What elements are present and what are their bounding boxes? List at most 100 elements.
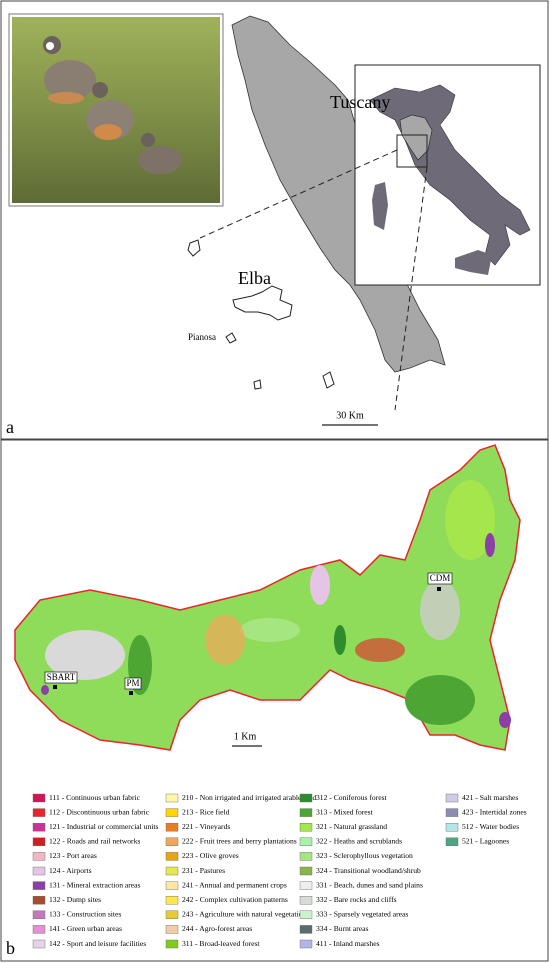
legend-label: 132 - Dump sites [49, 895, 101, 904]
legend-label: 221 - Vineyards [182, 822, 230, 831]
legend-swatch [165, 939, 179, 949]
legend-swatch [32, 910, 46, 919]
legend-label: 313 - Mixed forest [316, 807, 374, 816]
legend-swatch [165, 837, 179, 846]
legend-swatch [299, 823, 313, 832]
legend-label: 222 - Fruit trees and berry plantations [182, 837, 297, 846]
legend-label: 331 - Beach, dunes and sand plains [316, 880, 423, 889]
legend-label: 324 - Transitional woodland/shrub [316, 866, 421, 875]
legend-label: 323 - Sclerophyllous vegetation [316, 851, 413, 860]
land-cover-patches [41, 480, 511, 728]
site-marker [53, 685, 57, 689]
legend-swatch [165, 808, 179, 817]
legend-swatch [445, 808, 459, 817]
legend-label: 112 - Discontinuous urban fabric [49, 807, 150, 816]
legend-label: 332 - Bare rocks and cliffs [316, 895, 397, 904]
legend-swatch [165, 793, 179, 803]
legend: 111 - Continuous urban fabric 112 - Disco… [32, 793, 527, 949]
legend-label: 242 - Complex cultivation patterns [182, 895, 288, 904]
legend-label: 122 - Roads and rail networks [49, 837, 140, 846]
site-label: PM [126, 678, 139, 688]
island-label: Elba [238, 268, 271, 288]
legend-swatch [445, 793, 459, 803]
legend-swatch [32, 881, 46, 890]
legend-swatch [165, 925, 179, 934]
scale-label: 1 Km [234, 731, 257, 742]
legend-label: 333 - Sparsely vegetated areas [316, 910, 408, 919]
dashed-leader [394, 166, 428, 411]
legend-label: 111 - Continuous urban fabric [49, 793, 141, 802]
legend-label: 142 - Sport and leisure facilities [49, 939, 146, 948]
legend-label: 124 - Airports [49, 866, 92, 875]
legend-swatch [32, 837, 46, 846]
site-marker [129, 691, 133, 695]
legend-swatch [445, 823, 459, 832]
legend-swatch [32, 852, 46, 861]
legend-label: 231 - Pastures [182, 866, 225, 875]
legend-label: 411 - Inland marshes [316, 939, 380, 948]
dashed-leader [199, 149, 398, 239]
legend-swatch [32, 939, 46, 949]
legend-label: 133 - Construction sites [49, 910, 121, 919]
legend-swatch [32, 823, 46, 832]
legend-swatch [32, 896, 46, 905]
tuscany-inset [399, 114, 433, 161]
legend-label: 131 - Mineral extraction areas [49, 880, 141, 889]
legend-swatch [299, 808, 313, 817]
legend-swatch [165, 881, 179, 890]
site-label: CDM [430, 573, 451, 583]
legend-label: 243 - Agriculture with natural vegetatio… [182, 910, 306, 919]
legend-swatch [299, 793, 313, 803]
site-box [427, 572, 453, 585]
elba-outline [232, 285, 293, 321]
legend-swatch [32, 925, 46, 934]
legend-label: 321 - Natural grassland [316, 822, 387, 831]
legend-swatch [165, 823, 179, 832]
legend-label: 512 - Water bodies [462, 822, 519, 831]
legend-label: 322 - Heaths and scrublands [316, 837, 402, 846]
legend-label: 223 - Olive groves [182, 851, 239, 860]
island-outline [187, 239, 201, 257]
inset-box [396, 134, 428, 168]
legend-swatch [445, 837, 459, 846]
legend-swatch [299, 866, 313, 876]
scale-label: 30 Km [336, 410, 364, 421]
legend-swatch [32, 793, 46, 803]
legend-swatch [165, 896, 179, 905]
sardinia-map [372, 182, 388, 230]
legend-swatch [299, 910, 313, 919]
panel-label: a [6, 417, 14, 437]
legend-label: 244 - Agro-forest areas [182, 924, 252, 933]
sicily-map [455, 250, 492, 275]
island-label: Pianosa [188, 332, 216, 342]
legend-label: 210 - Non irrigated and irrigated arable… [182, 793, 317, 802]
legend-swatch [299, 925, 313, 934]
legend-label: 241 - Annual and permanent crops [182, 880, 287, 889]
legend-label: 123 - Port areas [49, 851, 97, 860]
legend-label: 213 - Rice field [182, 807, 230, 816]
region-label: Tuscany [330, 92, 390, 112]
legend-swatch [299, 896, 313, 905]
site-box [44, 671, 78, 684]
site-marker [437, 587, 441, 591]
site-label: SBART [47, 672, 76, 682]
legend-label: 334 - Burnt areas [316, 924, 369, 933]
legend-swatch [165, 866, 179, 876]
legend-label: 141 - Green urban areas [49, 924, 122, 933]
site-box [124, 677, 142, 690]
island-outline [253, 379, 262, 390]
legend-swatch [32, 808, 46, 817]
legend-swatch [32, 866, 46, 876]
legend-label: 312 - Coniferous forest [316, 793, 388, 802]
legend-swatch [165, 910, 179, 919]
legend-swatch [299, 881, 313, 890]
legend-label: 311 - Broad-leaved forest [182, 939, 260, 948]
legend-swatch [165, 852, 179, 861]
island-outline [322, 371, 335, 389]
legend-label: 121 - Industrial or commercial units [49, 822, 158, 831]
pianosa-outline [225, 332, 237, 344]
legend-swatch [299, 939, 313, 949]
panel-label: b [6, 938, 15, 958]
